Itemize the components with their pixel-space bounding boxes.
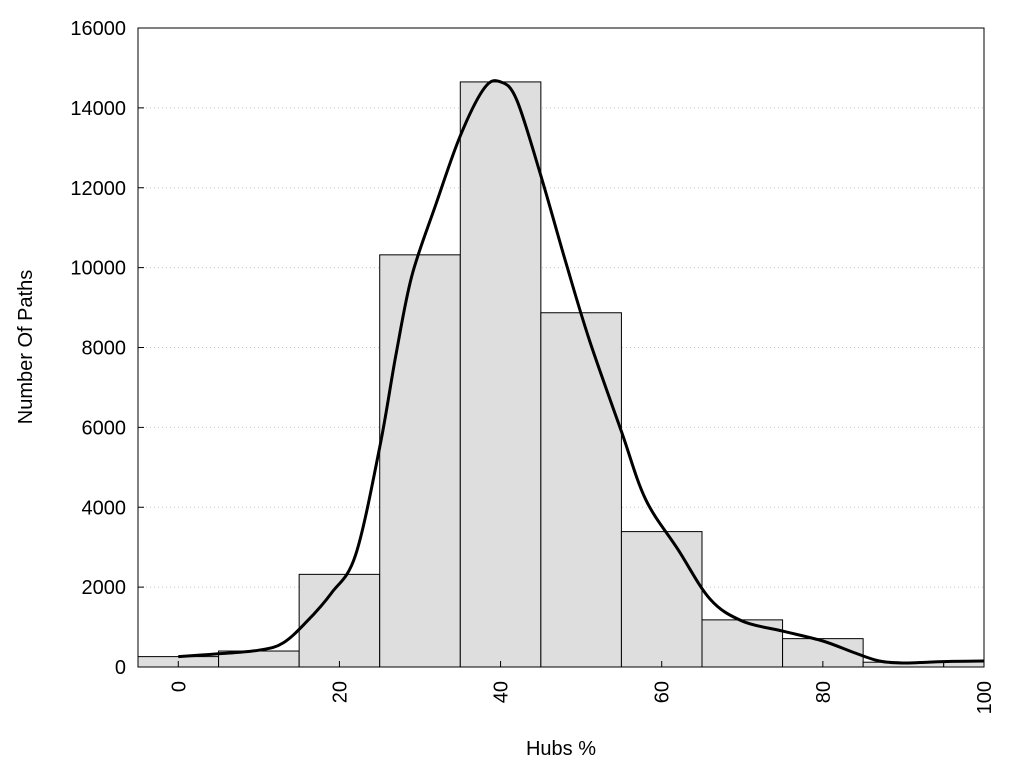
y-tick-label: 16000: [70, 18, 126, 40]
y-tick-label: 12000: [70, 178, 126, 200]
histogram-bars: [137, 81, 985, 668]
histogram-bar-3: [379, 254, 461, 668]
y-axis-ticks: 0 2000 4000 6000 8000 10000 12000 14000 16000: [70, 18, 144, 679]
x-tick-label: 40: [491, 681, 513, 703]
x-tick-label: 80: [813, 681, 835, 703]
y-tick-label: 8000: [82, 338, 127, 360]
y-tick-label: 6000: [82, 417, 127, 439]
y-axis-label: Number Of Paths: [15, 270, 37, 425]
y-tick-label: 2000: [82, 577, 127, 599]
x-axis-label: Hubs %: [526, 738, 596, 760]
histogram-bar-2: [298, 573, 381, 668]
histogram-bar-5: [540, 312, 622, 668]
histogram-bar-6: [620, 531, 703, 668]
x-tick-label: 60: [652, 681, 674, 703]
x-tick-label: 100: [974, 681, 996, 714]
y-tick-label: 4000: [82, 497, 127, 519]
y-tick-label: 0: [115, 657, 126, 679]
y-tick-label: 10000: [70, 258, 126, 280]
density-curve: [178, 79, 985, 665]
histogram-bar-4: [459, 81, 542, 668]
x-tick-label: 20: [329, 681, 351, 703]
x-tick-label: 0: [168, 681, 190, 692]
x-axis-ticks: 0 20 40 60 80 100: [168, 661, 996, 714]
y-tick-label: 14000: [70, 98, 126, 120]
histogram-bar-7: [701, 619, 784, 668]
grid-lines: [138, 107, 984, 588]
